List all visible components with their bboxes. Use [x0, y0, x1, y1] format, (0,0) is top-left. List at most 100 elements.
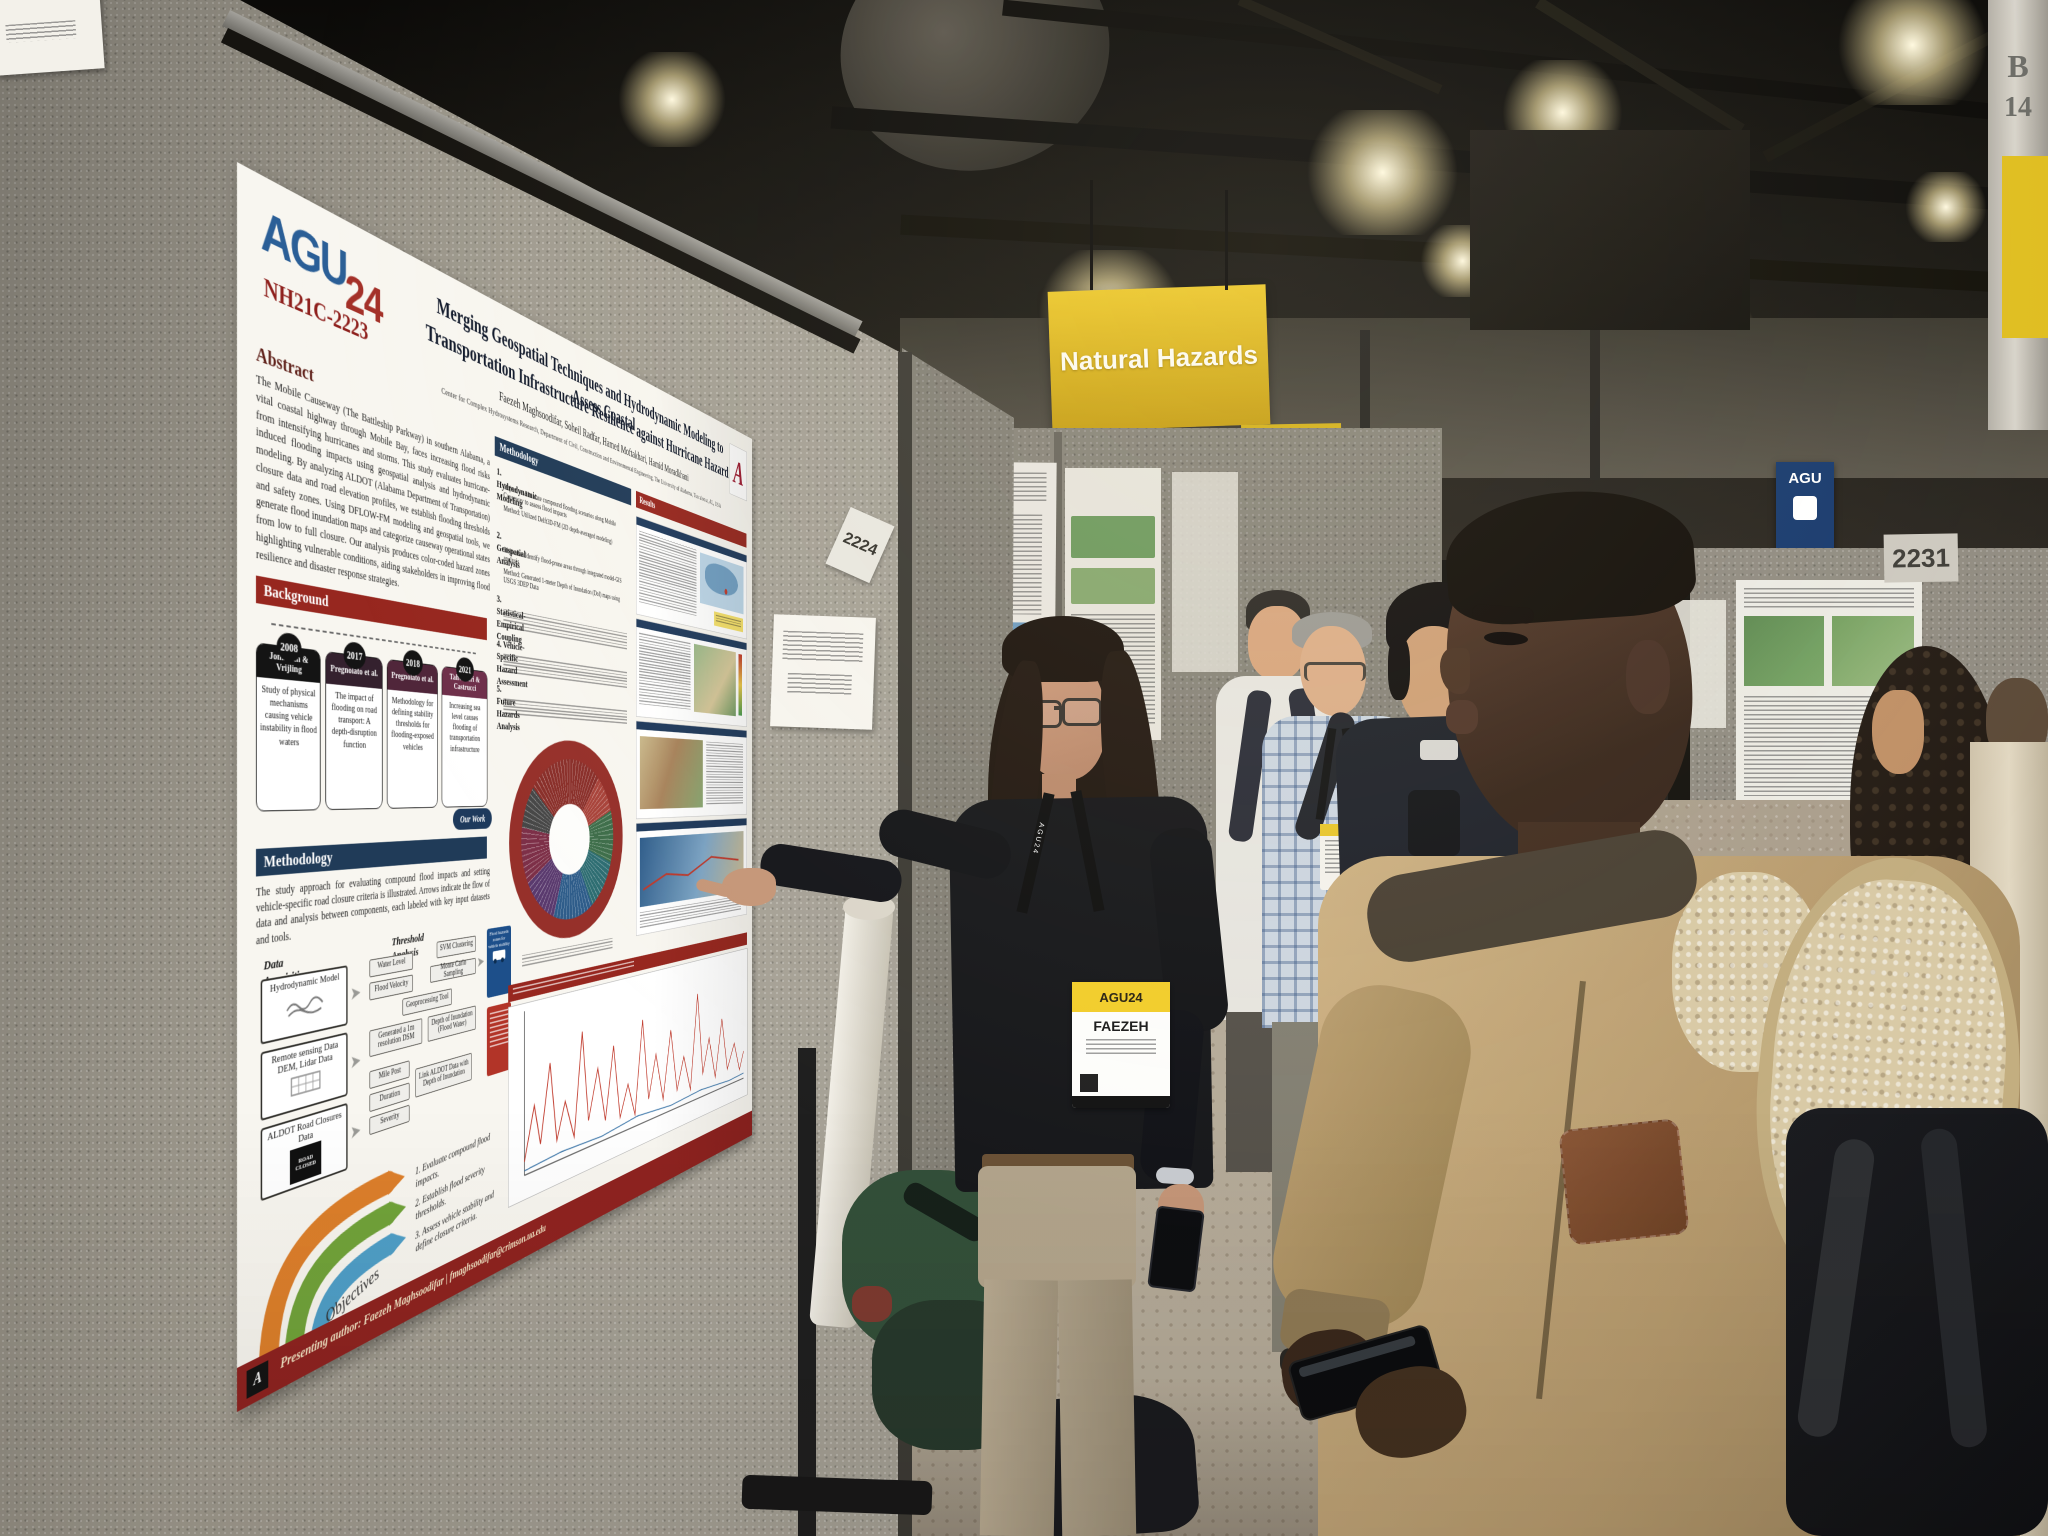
pillar-number: 14 — [2004, 92, 2032, 123]
threshold-box-label: Duration — [379, 1088, 401, 1104]
badge-qr-icon — [1080, 1074, 1098, 1092]
presenter-leg — [1057, 1279, 1137, 1536]
badge-header: AGU24 — [1072, 982, 1170, 1012]
threshold-box: Flood Velocity — [369, 974, 413, 1001]
presenter-leg — [979, 1279, 1059, 1536]
hydrodynamic-sketch-icon — [284, 986, 327, 1021]
background-timeline: 2008 Jonkman & Vrijling Study of physica… — [255, 631, 496, 812]
agu-banner-label: AGU — [1788, 470, 1822, 487]
results-map-terrain — [694, 643, 736, 717]
wristwatch-icon — [1155, 1166, 1195, 1186]
natural-hazards-label: Natural Hazards — [1059, 339, 1259, 376]
fg-nose — [1440, 648, 1470, 694]
threshold-box: Water Level — [369, 952, 413, 978]
hair-side — [1388, 636, 1410, 700]
threshold-box-label: Depth of Inundation (Flood Water) — [431, 1009, 473, 1035]
background-heading: Background — [263, 580, 329, 611]
methods-column-heading: Methodology — [499, 440, 539, 468]
fg-lips — [1446, 700, 1478, 734]
color-ramp-legend — [738, 653, 743, 716]
badge-footer-strip — [1072, 1096, 1170, 1108]
threshold-box-label: Severity — [380, 1111, 400, 1127]
flow-arrow-icon: ➤ — [350, 1120, 362, 1144]
results-panel — [636, 720, 747, 820]
radial-wheel-figure — [509, 737, 623, 949]
threshold-box-label: Mile Post — [378, 1066, 401, 1082]
output-box-label: Flood hazards zones for vehicle stabilit… — [488, 928, 510, 951]
timeline-card-text: Methodology for defining stability thres… — [391, 695, 434, 753]
far-wall-support — [1590, 330, 1600, 480]
timeline-year: 2021 — [456, 656, 474, 683]
our-work-badge: Our Work — [452, 808, 492, 831]
flow-arrow-icon: ➤ — [350, 1050, 362, 1074]
threshold-box: Monte Carlo Sampling — [430, 957, 476, 983]
handwritten-note-sign — [770, 614, 876, 730]
threshold-box: SVM Clustering — [436, 935, 476, 959]
pillar-letter: B — [2007, 48, 2029, 84]
illegible-text-lines — [639, 632, 691, 712]
right-poster-map — [1744, 616, 1824, 686]
distant-poster-figure — [1071, 568, 1155, 604]
glasses-bridge — [1054, 706, 1064, 710]
methodology-heading: Methodology — [263, 848, 333, 872]
illegible-handwriting — [782, 630, 864, 664]
board-number-far-label: 2231 — [1891, 541, 1951, 574]
wheel-caption-lines — [522, 937, 613, 968]
board-number-near-label: 2224 — [840, 529, 880, 560]
footer-logo: A — [246, 1360, 269, 1399]
backpack-strap-highlight — [1795, 1136, 1877, 1440]
fg-ear — [1626, 640, 1670, 714]
presenter-phone — [1147, 1205, 1205, 1293]
truck-icon — [492, 949, 506, 964]
board-stand-pole — [798, 1048, 816, 1536]
highlight-note — [714, 611, 744, 633]
natural-hazards-banner: Natural Hazards — [1047, 284, 1271, 432]
timeline-card-text: The impact of flooding on road transport… — [331, 690, 377, 751]
threshold-box-label: Generated a 1m resolution DSM — [377, 1023, 415, 1050]
face — [1300, 626, 1366, 716]
presenter-badge: AGU24 FAEZEH — [1072, 982, 1170, 1108]
threshold-box-label: SVM Clustering — [439, 939, 473, 953]
timeline-card: 2021 Tahvildari & Castrucci Increasing s… — [441, 656, 488, 808]
timeline-card-text: Increasing sea level causes flooding of … — [449, 701, 481, 755]
distant-poster — [1172, 472, 1238, 672]
flow-arrow-icon: ➤ — [476, 953, 485, 971]
university-logo: A — [729, 443, 747, 502]
yellow-sign-right-edge — [2002, 156, 2048, 338]
results-map-gulf — [699, 552, 744, 615]
banner-wire — [1225, 190, 1228, 290]
our-work-label: Our Work — [460, 812, 486, 825]
glasses-icon — [1304, 662, 1366, 681]
abstract-body: The Mobile Causeway (The Battleship Park… — [255, 371, 490, 593]
threshold-box: Depth of Inundation (Flood Water) — [427, 1005, 476, 1042]
illegible-text-lines — [503, 698, 627, 724]
illegible-text-lines — [639, 530, 697, 617]
badge-header-label: AGU24 — [1099, 989, 1143, 1005]
panel-header — [636, 818, 747, 832]
ceiling-light — [1825, 0, 2000, 105]
methodology-body: The study approach for evaluating compou… — [255, 865, 490, 947]
chest-camera — [1408, 790, 1460, 856]
threshold-box: Link ALDOT Data with Depth of Inundation — [415, 1052, 472, 1098]
threshold-box-label: Water Level — [377, 957, 406, 971]
face-profile — [1872, 690, 1924, 774]
illegible-text-lines — [5, 20, 77, 43]
threshold-box-label: Flood Velocity — [374, 978, 409, 995]
timeline-card: 2008 Jonkman & Vrijling Study of physica… — [255, 631, 321, 812]
illegible-text-lines — [1744, 588, 1914, 608]
illegible-text-lines — [489, 1008, 509, 1048]
results-map-landcover — [639, 736, 703, 810]
university-logo-letter: A — [733, 451, 744, 494]
footer-logo-letter: A — [253, 1368, 262, 1390]
illegible-text-lines — [706, 741, 744, 807]
banner-wire — [1090, 180, 1093, 290]
glasses-icon — [1062, 698, 1102, 726]
red-gear-accent — [852, 1286, 892, 1322]
threshold-box-label: Monte Carlo Sampling — [440, 958, 467, 980]
badge-name: FAEZEH — [1093, 1018, 1149, 1034]
board-number-sign-far: 2231 — [1883, 533, 1959, 583]
illegible-badge-text — [1086, 1039, 1156, 1057]
fg-leather-patch — [1558, 1118, 1690, 1246]
timeline-card: 2017 Pregnolato et al. The impact of flo… — [325, 640, 383, 811]
